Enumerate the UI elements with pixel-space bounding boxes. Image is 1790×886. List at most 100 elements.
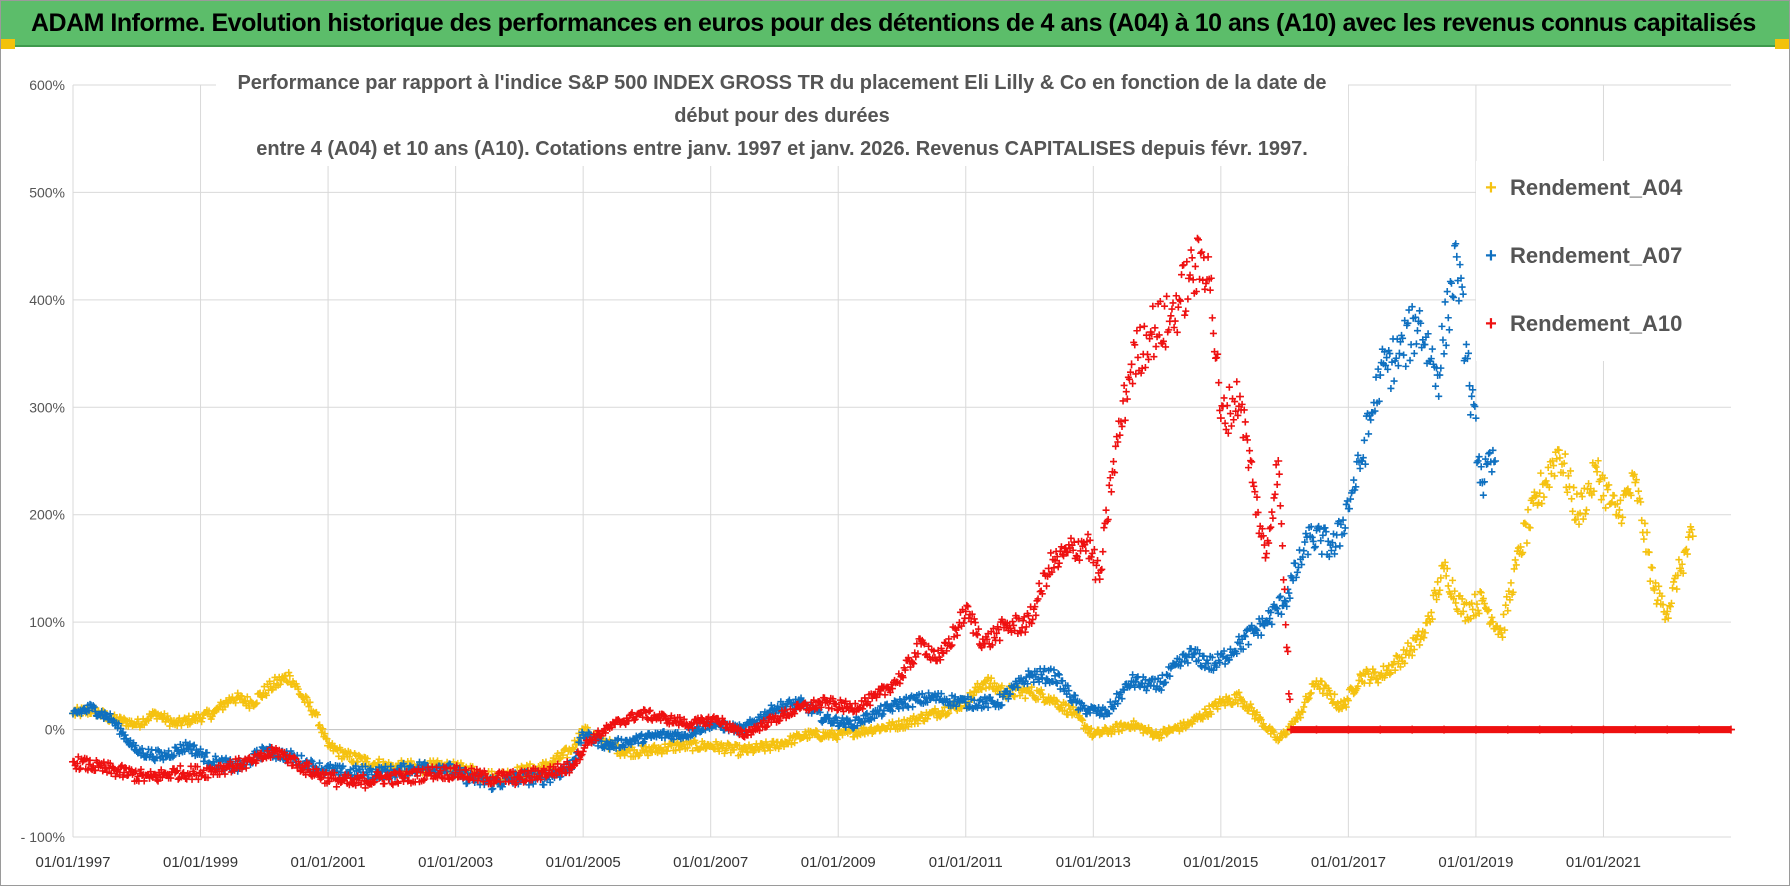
data-point-a07 [984, 703, 992, 711]
data-point-a04 [1641, 519, 1649, 527]
data-point-a04 [1648, 564, 1656, 572]
data-point-a04 [1585, 480, 1593, 488]
data-point-a04 [1615, 506, 1623, 514]
data-point-a04 [1582, 506, 1590, 514]
data-point-a07 [127, 742, 135, 750]
data-point-a04 [799, 733, 807, 741]
data-point-a04 [1514, 544, 1522, 552]
data-point-a10 [1110, 458, 1117, 466]
data-point-a04 [1427, 608, 1435, 616]
data-point-a04 [1028, 683, 1036, 691]
data-point-a04 [1658, 592, 1666, 600]
data-point-a04 [1368, 673, 1376, 681]
legend-marker-a07: + [1485, 245, 1497, 267]
data-point-a07 [259, 744, 267, 752]
data-point-a07 [1043, 675, 1051, 683]
data-point-a07 [89, 702, 97, 710]
data-point-a04 [833, 735, 841, 743]
data-point-a07 [1216, 658, 1224, 666]
data-point-a07 [1452, 252, 1461, 261]
data-point-a04 [1079, 716, 1087, 724]
data-point-a10 [971, 619, 979, 627]
data-point-a07 [1488, 468, 1496, 476]
data-point-a07 [1416, 307, 1424, 315]
data-point-a04 [1596, 475, 1604, 483]
data-point-a04 [1124, 721, 1132, 729]
data-point-a07 [861, 718, 869, 726]
data-point-a04 [1484, 607, 1492, 615]
data-point-a04 [374, 759, 382, 767]
data-point-a07 [1111, 700, 1119, 708]
data-point-a04 [313, 711, 321, 719]
data-point-a04 [1307, 689, 1315, 697]
data-point-a04 [772, 744, 780, 752]
data-point-a04 [1390, 658, 1398, 666]
data-point-a04 [1679, 569, 1687, 577]
data-point-a04 [1662, 610, 1670, 618]
data-point-a07 [170, 752, 178, 760]
data-point-a07 [1138, 679, 1146, 687]
data-point-a10 [1213, 354, 1221, 362]
data-point-a07 [1105, 710, 1113, 718]
data-point-a04 [1675, 556, 1683, 564]
data-point-a07 [1435, 392, 1443, 400]
data-point-a04 [252, 700, 260, 708]
data-point-a04 [1410, 645, 1418, 653]
data-point-a10 [1054, 563, 1062, 571]
data-point-a04 [1062, 700, 1070, 708]
data-point-a10 [1269, 514, 1277, 522]
data-point-a04 [1519, 549, 1527, 557]
data-point-a07 [1432, 382, 1440, 390]
x-tick-label: 01/01/2021 [1566, 854, 1641, 871]
data-point-a04 [1535, 499, 1543, 507]
data-point-a07 [1402, 362, 1410, 370]
data-point-a04 [692, 739, 700, 747]
y-tick-label: 300% [29, 399, 65, 415]
data-point-a04 [1643, 528, 1651, 536]
data-point-a07 [1110, 705, 1117, 713]
data-point-a07 [877, 702, 885, 710]
data-point-a04 [268, 686, 276, 694]
data-point-a04 [1578, 493, 1586, 501]
data-point-a04 [1441, 558, 1449, 566]
data-point-a07 [1129, 671, 1137, 679]
data-point-a07 [1438, 322, 1446, 330]
x-tick-label: 01/01/2005 [546, 854, 621, 871]
data-point-a07 [832, 713, 840, 721]
data-point-a07 [298, 752, 306, 760]
data-point-a04 [1052, 696, 1060, 704]
data-point-a04 [1684, 533, 1692, 541]
data-point-a04 [208, 712, 216, 720]
data-point-a10 [1275, 470, 1283, 478]
data-point-a10 [1250, 482, 1258, 490]
data-point-a04 [1550, 462, 1558, 470]
data-point-a07 [1400, 351, 1408, 359]
data-point-a07 [1239, 645, 1247, 653]
y-tick-label: 600% [29, 77, 65, 93]
data-point-a04 [1619, 513, 1627, 521]
data-point-a10 [1100, 524, 1108, 532]
data-point-a10 [1191, 262, 1199, 270]
x-tick-label: 01/01/2019 [1438, 854, 1513, 871]
data-point-a07 [840, 719, 848, 727]
data-point-a07 [838, 714, 846, 722]
data-point-a04 [1630, 470, 1638, 478]
data-point-a07 [982, 699, 990, 707]
data-point-a04 [144, 716, 152, 724]
x-tick-label: 01/01/2013 [1056, 854, 1131, 871]
data-point-a07 [1413, 327, 1421, 335]
data-point-a04 [1683, 550, 1691, 558]
legend-item-a10: + Rendement_A10 [1476, 309, 1682, 339]
data-point-a04 [354, 758, 362, 766]
data-point-a04 [570, 745, 578, 753]
data-point-a04 [1646, 577, 1654, 585]
data-point-a04 [1506, 596, 1514, 604]
data-point-a04 [1342, 703, 1350, 711]
legend-item-a04: + Rendement_A04 [1476, 173, 1682, 203]
y-tick-label: 400% [29, 292, 65, 308]
data-point-a10 [1152, 343, 1160, 351]
data-point-a04 [1554, 446, 1562, 454]
data-point-a07 [1187, 645, 1195, 653]
data-point-a04 [1305, 694, 1313, 702]
data-point-a10 [1277, 520, 1285, 528]
